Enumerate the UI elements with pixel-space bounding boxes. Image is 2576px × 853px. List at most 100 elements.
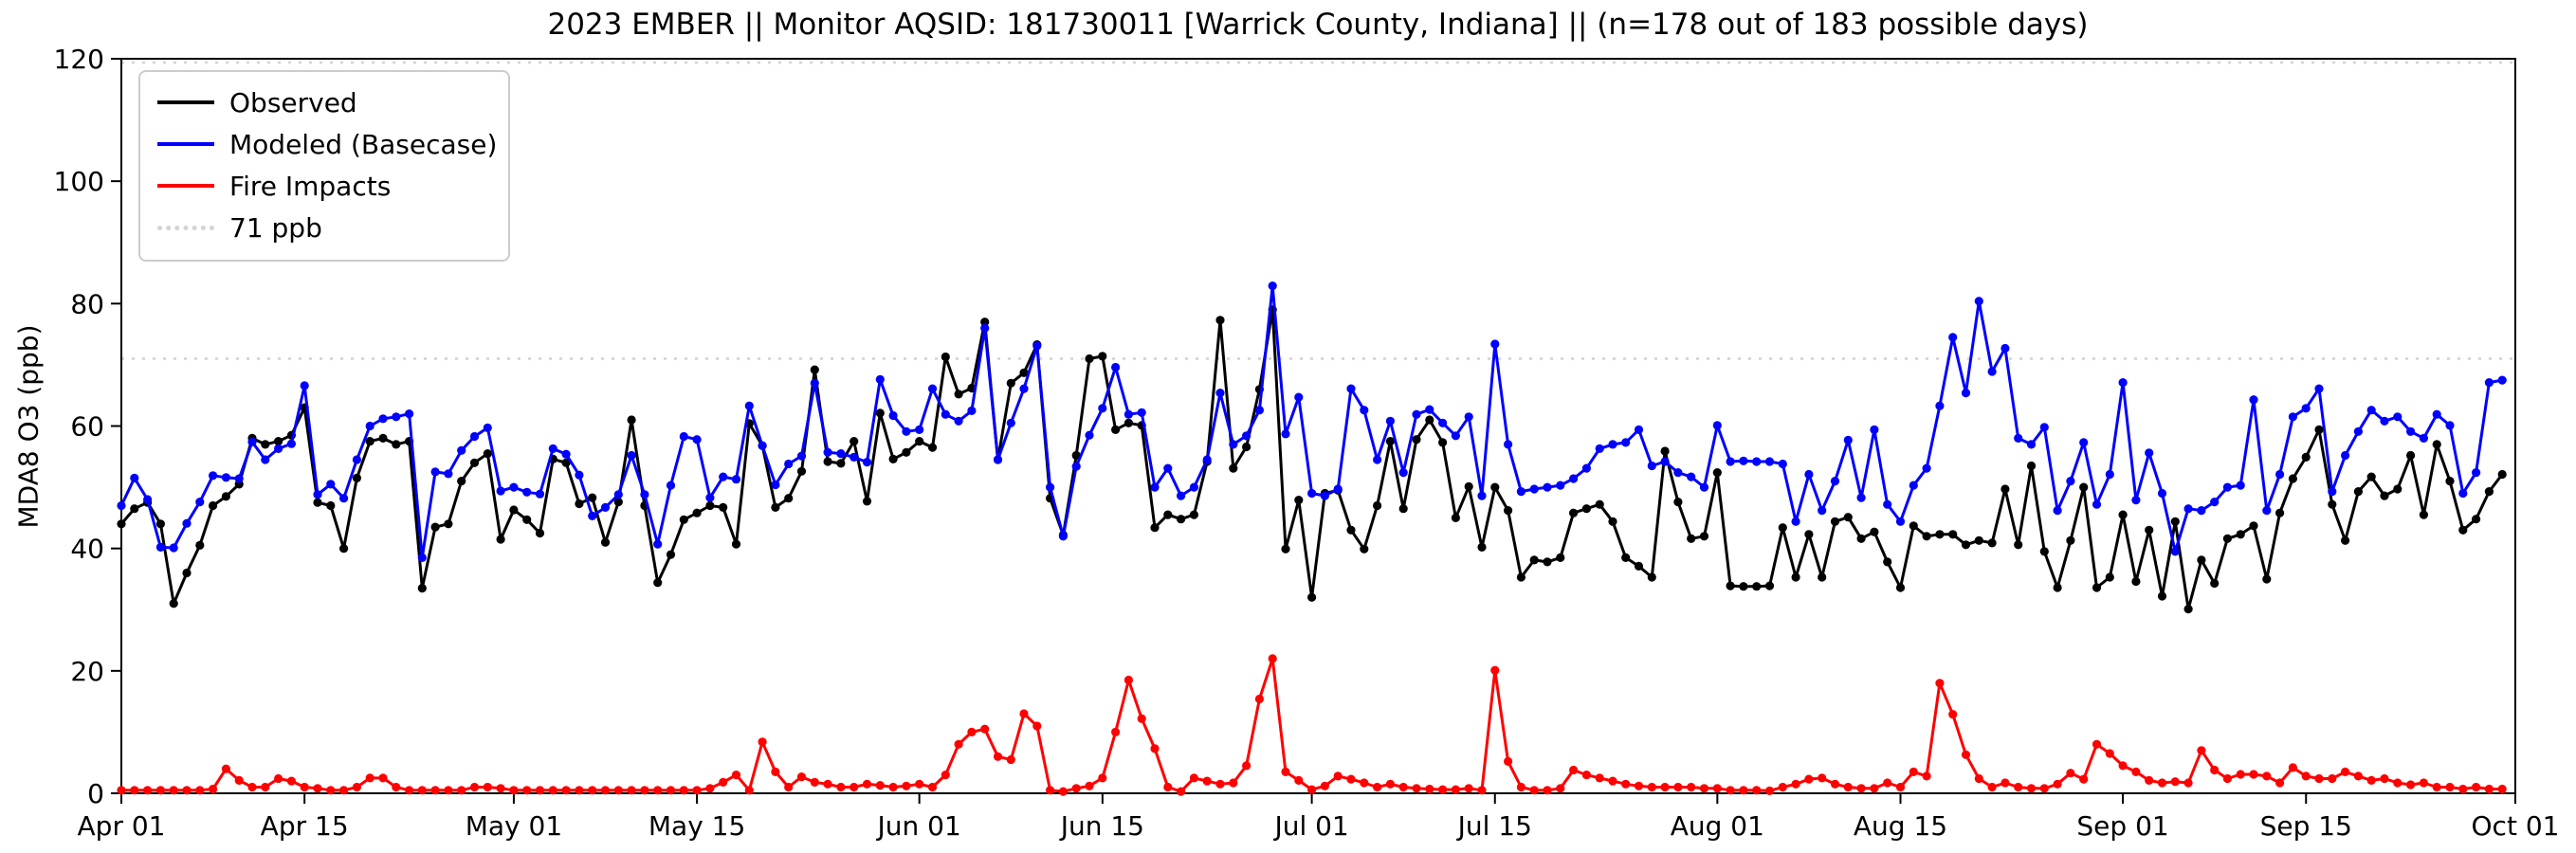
series-marker-fire-impacts (1804, 774, 1814, 784)
series-marker-modeled-basecase (1764, 457, 1775, 466)
series-marker-fire-impacts (1242, 761, 1251, 771)
series-marker-modeled-basecase (430, 467, 440, 477)
series-marker-observed (915, 437, 924, 446)
series-marker-modeled-basecase (2131, 496, 2141, 505)
series-marker-modeled-basecase (1634, 425, 1644, 434)
series-marker-observed (575, 499, 584, 509)
series-marker-fire-impacts (653, 786, 663, 795)
series-marker-modeled-basecase (679, 431, 688, 442)
series-marker-observed (2328, 499, 2337, 509)
series-marker-observed (1019, 368, 1029, 377)
series-marker-fire-impacts (1608, 776, 1617, 786)
series-marker-modeled-basecase (1215, 389, 1225, 398)
series-marker-modeled-basecase (967, 406, 977, 415)
series-marker-modeled-basecase (1608, 440, 1617, 449)
series-marker-observed (2497, 469, 2507, 480)
series-marker-observed (1752, 582, 1762, 591)
series-marker-observed (1764, 581, 1775, 590)
series-marker-modeled-basecase (1163, 463, 1173, 473)
series-marker-modeled-basecase (209, 471, 218, 481)
series-marker-fire-impacts (1581, 771, 1591, 780)
series-marker-modeled-basecase (1699, 482, 1709, 492)
series-marker-modeled-basecase (980, 323, 990, 333)
y-axis-label: MDA8 O3 (ppb) (12, 324, 45, 529)
series-marker-observed (2380, 491, 2389, 500)
series-marker-fire-impacts (1490, 665, 1500, 675)
series-marker-observed (2484, 487, 2494, 497)
series-marker-modeled-basecase (169, 543, 178, 553)
series-marker-fire-impacts (2445, 782, 2455, 792)
series-marker-modeled-basecase (2406, 426, 2416, 436)
series-marker-observed (2157, 591, 2167, 601)
series-marker-fire-impacts (2039, 784, 2049, 793)
series-marker-observed (1843, 513, 1853, 522)
series-marker-observed (862, 497, 872, 506)
series-marker-fire-impacts (862, 779, 872, 789)
series-marker-observed (2236, 530, 2245, 539)
series-marker-modeled-basecase (1870, 425, 1879, 434)
series-marker-modeled-basecase (548, 444, 557, 453)
series-marker-modeled-basecase (365, 421, 375, 431)
series-marker-observed (2210, 578, 2220, 589)
legend: Observed Modeled (Basecase) Fire Impacts… (138, 70, 510, 262)
x-tick-label-Jun-01: Jun 01 (876, 810, 961, 842)
series-marker-observed (1438, 438, 1448, 447)
series-marker-modeled-basecase (1071, 462, 1081, 471)
series-marker-modeled-basecase (1307, 488, 1317, 499)
series-marker-fire-impacts (286, 776, 296, 786)
series-marker-fire-impacts (2353, 771, 2363, 781)
series-marker-modeled-basecase (1268, 281, 1277, 291)
series-marker-modeled-basecase (2222, 482, 2232, 492)
series-marker-fire-impacts (469, 782, 480, 792)
series-marker-fire-impacts (836, 782, 846, 792)
series-marker-modeled-basecase (850, 452, 859, 462)
series-marker-fire-impacts (1150, 744, 1160, 753)
series-marker-observed (2092, 583, 2102, 592)
series-marker-modeled-basecase (2341, 450, 2350, 461)
series-marker-fire-impacts (405, 786, 414, 795)
series-marker-modeled-basecase (1373, 455, 1382, 464)
series-marker-fire-impacts (1699, 784, 1709, 793)
series-marker-modeled-basecase (1438, 418, 1448, 427)
series-marker-modeled-basecase (993, 455, 1003, 464)
series-marker-modeled-basecase (1935, 401, 1945, 410)
series-marker-modeled-basecase (1451, 431, 1460, 441)
series-marker-modeled-basecase (182, 518, 192, 528)
series-marker-modeled-basecase (378, 414, 388, 424)
series-marker-observed (1177, 515, 1186, 524)
series-marker-fire-impacts (1752, 786, 1762, 795)
series-marker-fire-impacts (1673, 782, 1683, 792)
series-marker-modeled-basecase (1320, 491, 1329, 500)
series-marker-modeled-basecase (1987, 367, 1997, 376)
series-line-modeled-basecase (119, 284, 2503, 559)
series-marker-observed (1909, 521, 1918, 531)
series-marker-modeled-basecase (561, 449, 571, 459)
y-tick-label-40: 40 (70, 534, 104, 565)
series-marker-observed (522, 515, 532, 524)
series-marker-observed (719, 502, 728, 513)
series-marker-observed (2053, 583, 2062, 592)
series-marker-fire-impacts (627, 786, 636, 795)
series-marker-observed (836, 459, 846, 468)
series-marker-fire-impacts (1948, 710, 1958, 719)
series-marker-fire-impacts (705, 784, 715, 793)
series-marker-observed (365, 437, 375, 446)
series-marker-fire-impacts (1595, 773, 1604, 783)
series-marker-fire-impacts (143, 786, 153, 795)
x-tick-label-Sep-15: Sep 15 (2260, 810, 2352, 842)
series-marker-fire-impacts (2419, 778, 2428, 788)
series-marker-observed (561, 458, 571, 467)
series-marker-fire-impacts (1307, 785, 1317, 794)
series-marker-fire-impacts (1229, 778, 1238, 788)
series-marker-modeled-basecase (1961, 389, 1971, 398)
series-marker-modeled-basecase (1229, 440, 1238, 449)
series-marker-fire-impacts (274, 773, 283, 784)
series-marker-observed (2249, 521, 2258, 531)
series-marker-observed (1006, 378, 1015, 388)
series-marker-fire-impacts (2275, 778, 2285, 788)
series-marker-fire-impacts (980, 724, 990, 734)
series-marker-fire-impacts (1098, 773, 1107, 783)
series-marker-observed (182, 568, 192, 578)
series-marker-observed (2288, 474, 2297, 483)
series-marker-observed (600, 537, 611, 547)
